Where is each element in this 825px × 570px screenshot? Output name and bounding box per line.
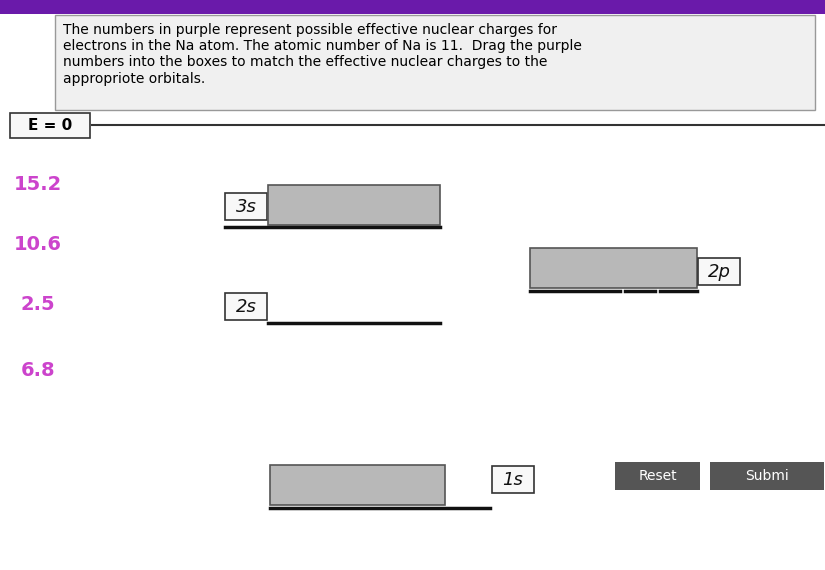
Text: 15.2: 15.2 — [14, 176, 62, 194]
Bar — [615, 462, 700, 490]
Bar — [10, 113, 90, 138]
Bar — [492, 466, 534, 493]
Bar — [268, 185, 440, 225]
Bar — [0, 0, 825, 14]
Text: 10.6: 10.6 — [14, 235, 62, 254]
Bar — [530, 248, 697, 288]
Bar — [698, 258, 740, 285]
Text: 2.5: 2.5 — [21, 295, 55, 315]
Text: E = 0: E = 0 — [28, 118, 72, 133]
Text: Reset: Reset — [639, 469, 676, 483]
Bar — [710, 462, 824, 490]
Text: 3s: 3s — [236, 198, 257, 216]
Text: Submi: Submi — [745, 469, 789, 483]
Text: 2p: 2p — [708, 263, 730, 281]
Text: 2s: 2s — [236, 298, 257, 316]
Bar — [55, 15, 815, 110]
Bar — [270, 465, 445, 505]
Bar — [225, 293, 267, 320]
Text: 6.8: 6.8 — [21, 360, 55, 380]
Bar — [225, 193, 267, 220]
Text: 1s: 1s — [502, 471, 523, 489]
Text: The numbers in purple represent possible effective nuclear charges for
electrons: The numbers in purple represent possible… — [63, 23, 582, 86]
